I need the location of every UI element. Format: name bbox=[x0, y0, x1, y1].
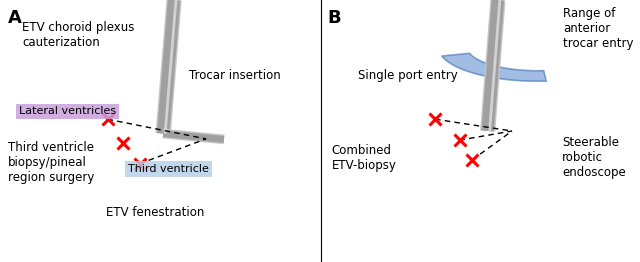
Text: Steerable
robotic
endoscope: Steerable robotic endoscope bbox=[562, 136, 626, 179]
Text: ETV choroid plexus
cauterization: ETV choroid plexus cauterization bbox=[22, 21, 135, 49]
Text: Combined
ETV-biopsy: Combined ETV-biopsy bbox=[332, 144, 396, 172]
Text: B: B bbox=[328, 9, 341, 27]
Text: Third ventricle: Third ventricle bbox=[128, 164, 209, 174]
Text: Third ventricle
biopsy/pineal
region surgery: Third ventricle biopsy/pineal region sur… bbox=[8, 141, 94, 184]
Text: A: A bbox=[8, 9, 22, 27]
Text: Single port entry: Single port entry bbox=[358, 69, 458, 83]
Text: Trocar insertion: Trocar insertion bbox=[189, 69, 280, 83]
Text: Lateral ventricles: Lateral ventricles bbox=[19, 106, 116, 116]
Polygon shape bbox=[442, 53, 547, 81]
Text: ETV fenestration: ETV fenestration bbox=[106, 206, 204, 219]
Text: Range of
anterior
trocar entry: Range of anterior trocar entry bbox=[563, 7, 634, 50]
